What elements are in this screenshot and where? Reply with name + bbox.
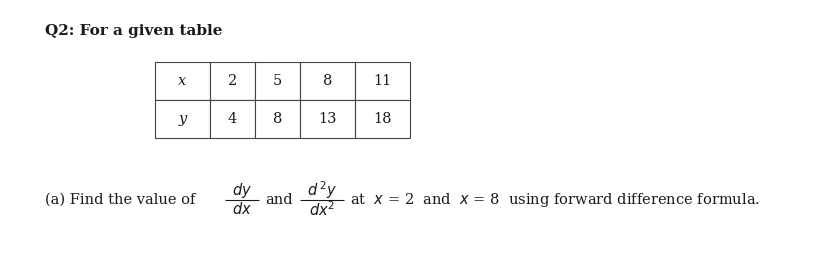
Text: $d^{\,2}y$: $d^{\,2}y$ [307, 180, 337, 201]
Text: Q2: For a given table: Q2: For a given table [45, 24, 222, 38]
Text: 8: 8 [323, 74, 332, 88]
Bar [155, 62, 210, 100]
Text: $dy$: $dy$ [232, 181, 251, 200]
Text: 8: 8 [272, 112, 282, 126]
Bar [355, 62, 409, 100]
Bar [210, 100, 255, 138]
Bar [210, 62, 255, 100]
Text: 11: 11 [373, 74, 391, 88]
Text: 2: 2 [227, 74, 237, 88]
Text: $dx$: $dx$ [232, 201, 251, 218]
Bar [255, 100, 299, 138]
Bar [355, 100, 409, 138]
Bar [155, 100, 210, 138]
Text: x: x [178, 74, 186, 88]
Text: 4: 4 [227, 112, 237, 126]
Text: 13: 13 [318, 112, 337, 126]
Text: and: and [265, 193, 292, 207]
Text: 18: 18 [373, 112, 391, 126]
Bar [299, 62, 355, 100]
Bar [255, 62, 299, 100]
Text: $dx^2$: $dx^2$ [308, 200, 335, 219]
Text: 5: 5 [273, 74, 282, 88]
Text: y: y [178, 112, 186, 126]
Text: (a) Find the value of: (a) Find the value of [45, 193, 195, 207]
Bar [299, 100, 355, 138]
Text: at  $x$ = 2  and  $x$ = 8  using forward difference formula.: at $x$ = 2 and $x$ = 8 using forward dif… [350, 191, 759, 209]
